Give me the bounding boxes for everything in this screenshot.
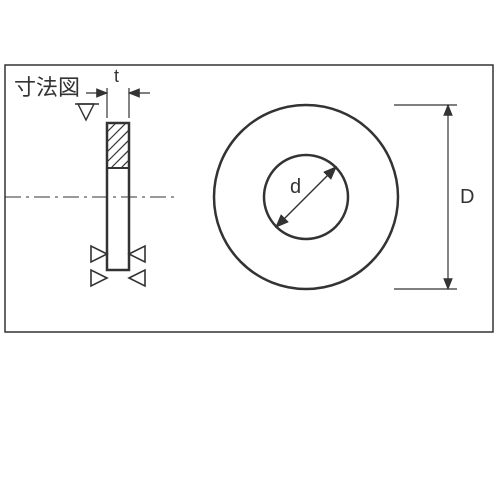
t-label: t — [114, 66, 119, 87]
diagram-title: 寸法図 — [14, 70, 80, 102]
D-label: D — [460, 186, 474, 209]
d-label: d — [290, 176, 301, 199]
